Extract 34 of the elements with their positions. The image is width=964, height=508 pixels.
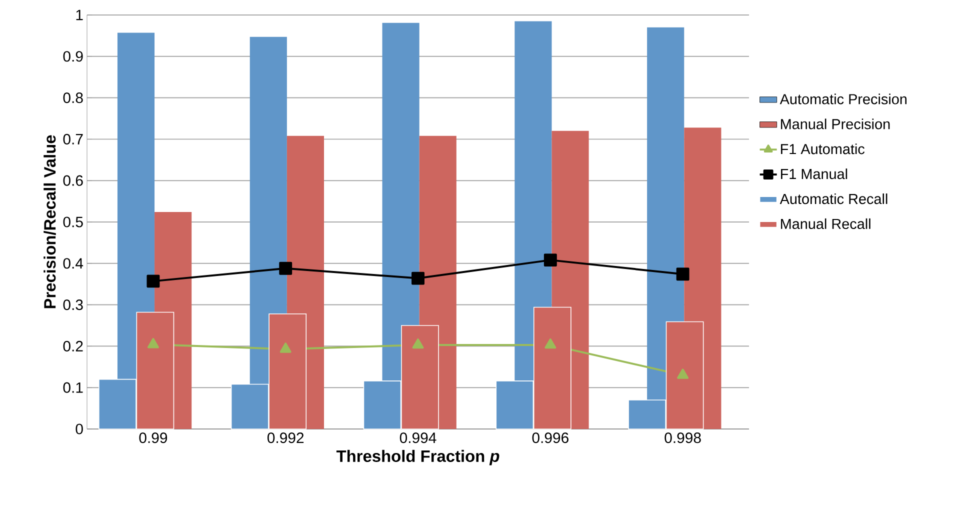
point	[412, 338, 424, 349]
y-tick-label: 0.6	[63, 175, 83, 186]
x-axis-title: Threshold Fraction p	[336, 450, 500, 466]
point	[280, 342, 292, 353]
y-tick-label: 0.7	[63, 134, 83, 144]
point	[146, 274, 160, 288]
y-tick-label: 0.8	[63, 92, 83, 104]
y-tick-label: 0.9	[63, 51, 83, 62]
y-tick-label: 0	[76, 424, 83, 434]
y-axis-title: Precision/Recall Value	[44, 135, 56, 308]
point	[147, 338, 159, 348]
y-tick-label: 0.2	[63, 340, 83, 352]
x-tick-label: 0.994	[400, 432, 436, 444]
legend-label: Automatic Recall	[780, 193, 888, 204]
point	[544, 254, 557, 267]
x-tick-label: 0.996	[532, 432, 568, 444]
legend-label: F1 Manual	[780, 168, 848, 180]
y-tick-label: 0.3	[63, 299, 83, 310]
point	[676, 268, 690, 281]
y-tick-label: 0.5	[63, 216, 83, 228]
y-tick-label: 0.1	[63, 382, 83, 393]
point	[279, 262, 292, 275]
x-tick-label: 0.99	[139, 432, 168, 444]
point	[544, 338, 556, 349]
point	[677, 368, 689, 379]
x-tick-label: 0.998	[664, 432, 701, 444]
point	[412, 272, 424, 285]
x-tick-label: 0.992	[267, 432, 304, 444]
legend-label: Manual Precision	[780, 118, 890, 130]
y-tick-label: 0.4	[63, 258, 84, 269]
legend-label: F1 Automatic	[780, 144, 865, 154]
legend-label: Automatic Precision	[780, 94, 906, 104]
y-tick-label: 1	[76, 10, 83, 20]
legend-label: Manual Recall	[780, 218, 870, 230]
